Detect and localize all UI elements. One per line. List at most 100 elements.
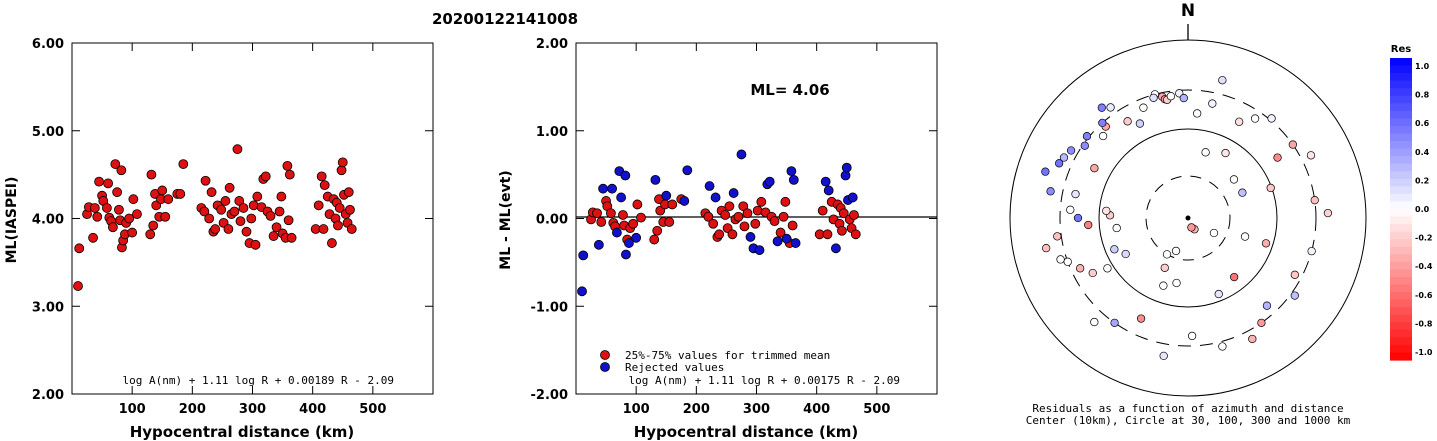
data-point: [148, 220, 159, 231]
colorbar-segment: [1390, 201, 1412, 210]
colorbar-segment: [1390, 269, 1412, 278]
station-marker: [1066, 205, 1075, 214]
data-point-red: [596, 217, 607, 227]
data-point-red: [837, 225, 847, 236]
station-marker: [1041, 167, 1050, 176]
data-point-red: [724, 201, 735, 212]
station-marker: [1088, 268, 1097, 278]
data-point: [319, 180, 330, 191]
data-point-red: [849, 210, 859, 220]
station-marker: [1084, 220, 1093, 230]
station-marker: [1098, 131, 1108, 141]
data-point-red: [720, 210, 731, 220]
station-marker: [1159, 281, 1168, 290]
legend-label-trimmed: 25%-75% values for trimmed mean: [625, 349, 830, 362]
middle-formula: log A(nm) + 1.11 log R + 0.00175 R - 2.0…: [628, 374, 900, 387]
colorbar: [1390, 58, 1412, 361]
station-marker: [1110, 318, 1119, 328]
data-point-red: [618, 210, 628, 220]
station-marker: [1054, 159, 1064, 168]
data-point-blue: [578, 250, 589, 261]
station-marker: [1266, 183, 1275, 193]
data-point-red: [817, 205, 828, 216]
colorbar-tick-label: 0.6: [1415, 119, 1430, 128]
station-marker: [1103, 264, 1112, 273]
data-point: [238, 203, 249, 213]
station-marker: [1136, 314, 1146, 323]
station-marker: [1288, 140, 1298, 149]
data-point-blue: [661, 190, 672, 201]
colorbar-segment: [1390, 95, 1412, 104]
data-point: [316, 171, 327, 182]
data-point-blue: [624, 238, 634, 248]
colorbar-segment: [1390, 171, 1412, 180]
data-point-blue: [788, 174, 799, 185]
data-point: [224, 182, 235, 193]
station-marker: [1273, 153, 1282, 162]
data-point-red: [649, 234, 660, 245]
data-point: [333, 220, 343, 231]
data-point: [284, 169, 295, 180]
data-point: [116, 165, 127, 176]
station-marker: [1046, 187, 1055, 196]
data-point: [124, 213, 135, 224]
polar-caption-line2: Center (10km), Circle at 30, 100, 300 an…: [1026, 414, 1351, 427]
data-point-blue: [728, 188, 739, 198]
data-point: [250, 239, 261, 250]
y-tick-label: 1.00: [536, 125, 568, 140]
station-marker: [1160, 263, 1169, 272]
data-point-blue: [577, 286, 587, 297]
station-marker: [1082, 132, 1092, 141]
colorbar-tick-label: 0.2: [1415, 176, 1429, 185]
data-point: [178, 159, 189, 169]
data-point-blue: [764, 176, 775, 187]
colorbar-segment: [1390, 276, 1412, 286]
data-point-red: [738, 201, 749, 212]
data-point: [337, 157, 348, 168]
station-marker: [1080, 141, 1089, 150]
station-marker: [1208, 99, 1217, 108]
data-point: [234, 196, 245, 206]
data-point-blue: [620, 170, 631, 181]
data-point: [274, 206, 285, 217]
colorbar-segment: [1390, 156, 1412, 165]
station-marker: [1257, 318, 1266, 328]
data-point: [210, 224, 221, 234]
data-point-red: [632, 199, 643, 210]
colorbar-segment: [1390, 209, 1412, 218]
data-point: [92, 211, 103, 222]
colorbar-segment: [1390, 344, 1412, 354]
station-marker: [1063, 257, 1072, 266]
colorbar-segment: [1390, 141, 1412, 150]
epicenter: [1185, 215, 1191, 221]
station-marker: [1248, 334, 1257, 344]
station-marker: [1187, 331, 1197, 341]
station-marker: [1172, 278, 1181, 288]
data-point: [157, 185, 168, 196]
y-tick-label: 5.00: [32, 125, 64, 140]
station-marker: [1097, 103, 1106, 112]
station-marker: [1267, 114, 1276, 123]
data-point: [127, 227, 138, 238]
colorbar-tick-label: -0.2: [1415, 234, 1433, 243]
station-marker: [1307, 246, 1316, 256]
station-marker: [1139, 103, 1148, 112]
data-point: [204, 213, 215, 224]
station-marker: [1310, 196, 1319, 205]
colorbar-segment: [1390, 73, 1412, 82]
x-tick-label: 500: [863, 402, 890, 417]
station-marker: [1135, 119, 1145, 128]
data-point: [229, 206, 240, 217]
colorbar-segment: [1390, 239, 1412, 248]
station-marker: [1240, 232, 1250, 241]
colorbar-segment: [1390, 231, 1412, 240]
colorbar-segment: [1390, 118, 1412, 127]
data-point: [313, 200, 324, 211]
colorbar-tick-label: 0.0: [1415, 205, 1430, 214]
data-point-red: [664, 217, 675, 227]
data-point: [206, 187, 217, 198]
y-tick-label: 2.00: [32, 388, 64, 403]
colorbar-segment: [1390, 88, 1412, 97]
colorbar-segment: [1390, 110, 1412, 119]
data-point: [327, 238, 337, 248]
